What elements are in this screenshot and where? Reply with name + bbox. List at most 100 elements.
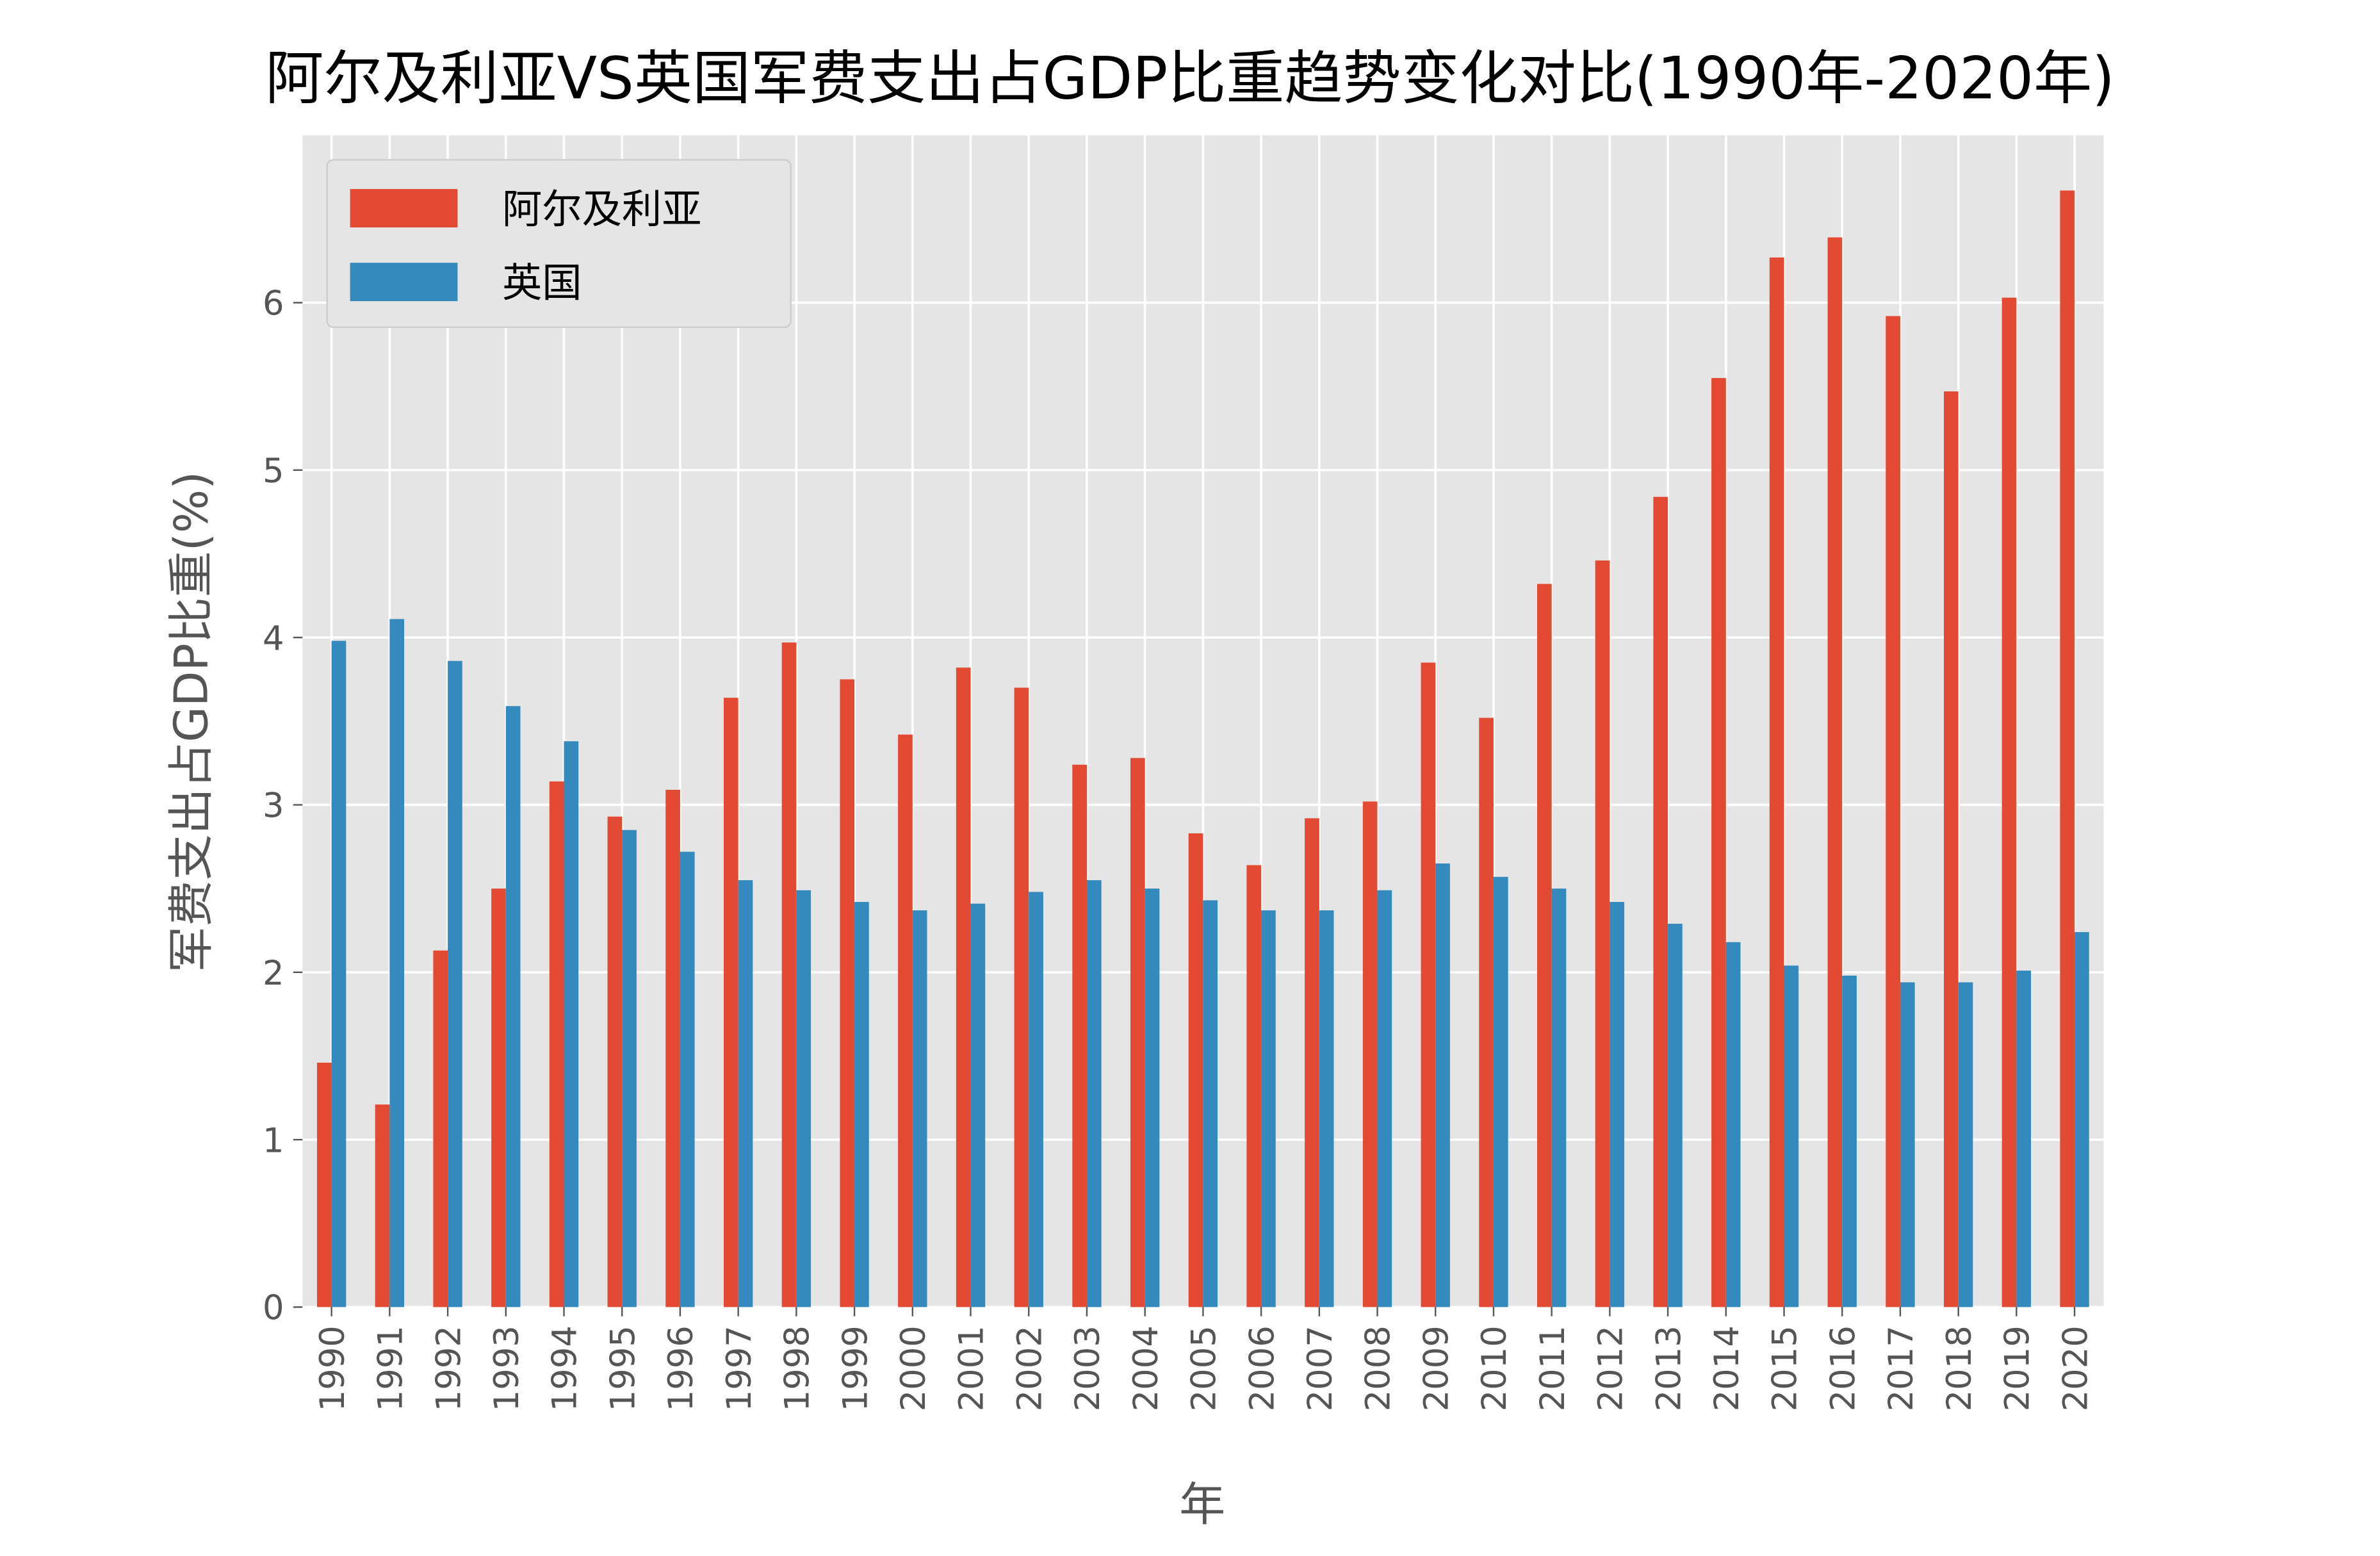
bar-algeria-2007 <box>1305 818 1319 1307</box>
bar-uk-1999 <box>854 902 869 1307</box>
x-tick-label: 1997 <box>720 1325 759 1411</box>
x-tick-label: 2009 <box>1417 1325 1456 1411</box>
bar-uk-2002 <box>1029 892 1043 1307</box>
legend-swatch-algeria <box>350 189 458 228</box>
bar-uk-1997 <box>738 880 753 1307</box>
x-tick-label: 2005 <box>1185 1325 1224 1411</box>
x-tick-label: 1996 <box>662 1325 701 1411</box>
x-tick-label: 2003 <box>1068 1325 1107 1411</box>
bar-algeria-2005 <box>1188 833 1203 1307</box>
x-tick-label: 2011 <box>1533 1325 1572 1411</box>
bar-algeria-2003 <box>1072 764 1087 1307</box>
x-tick-label: 2018 <box>1940 1325 1979 1411</box>
bar-uk-1994 <box>564 741 579 1307</box>
x-tick-label: 2012 <box>1592 1325 1631 1411</box>
y-axis-label: 军费支出占GDP比重(%) <box>165 471 218 972</box>
bar-algeria-2006 <box>1246 865 1262 1307</box>
bar-uk-2000 <box>912 910 927 1307</box>
bar-algeria-1992 <box>433 950 448 1307</box>
bar-uk-2013 <box>1668 923 1683 1307</box>
x-tick-label: 2020 <box>2056 1325 2095 1411</box>
x-tick-label: 1998 <box>778 1325 817 1411</box>
bar-uk-2008 <box>1377 890 1392 1307</box>
x-tick-label: 2019 <box>1998 1325 2037 1411</box>
y-tick-label: 5 <box>263 452 284 491</box>
legend: 阿尔及利亚 英国 <box>326 159 792 329</box>
x-tick-label: 2002 <box>1010 1325 1049 1411</box>
bar-algeria-1997 <box>723 698 738 1307</box>
bar-algeria-2014 <box>1711 378 1726 1307</box>
bar-uk-1991 <box>389 619 405 1307</box>
chart-title: 阿尔及利亚VS英国军费支出占GDP比重趋势变化对比(1990年-2020年) <box>265 45 2114 113</box>
x-tick-label: 2006 <box>1243 1325 1282 1411</box>
bar-uk-2016 <box>1842 975 1857 1307</box>
bar-algeria-2004 <box>1130 758 1145 1307</box>
bar-uk-2009 <box>1435 863 1450 1307</box>
y-tick-label: 3 <box>263 787 284 826</box>
bar-algeria-1995 <box>607 816 623 1307</box>
bar-algeria-2013 <box>1653 496 1668 1307</box>
bar-algeria-1991 <box>375 1104 390 1307</box>
x-tick-label: 2008 <box>1359 1325 1398 1411</box>
bar-algeria-2010 <box>1479 717 1494 1307</box>
x-tick-label: 1995 <box>603 1325 642 1411</box>
bar-uk-2010 <box>1493 876 1508 1307</box>
x-tick-label: 2014 <box>1708 1325 1747 1411</box>
bar-algeria-2000 <box>898 734 913 1307</box>
bar-uk-1990 <box>331 641 346 1307</box>
bar-uk-2011 <box>1551 889 1567 1307</box>
x-tick-label: 1992 <box>429 1325 468 1411</box>
x-tick-label: 1991 <box>371 1325 411 1411</box>
bar-algeria-1994 <box>549 781 564 1307</box>
bar-uk-2004 <box>1145 889 1160 1307</box>
bar-uk-2007 <box>1319 910 1334 1307</box>
y-tick-label: 2 <box>263 954 284 993</box>
x-axis-label: 年 <box>1179 1478 1225 1532</box>
y-tick-label: 6 <box>263 284 284 323</box>
bar-uk-2006 <box>1261 910 1276 1307</box>
bar-algeria-2009 <box>1421 662 1436 1307</box>
x-tick-label: 1994 <box>546 1325 585 1411</box>
bar-algeria-2020 <box>2060 190 2075 1307</box>
x-tick-label: 2016 <box>1823 1325 1862 1411</box>
bar-uk-2014 <box>1725 942 1741 1307</box>
bar-uk-2001 <box>970 903 986 1307</box>
bar-algeria-2001 <box>956 667 971 1307</box>
bar-uk-2015 <box>1784 965 1799 1307</box>
x-tick-label: 2017 <box>1882 1325 1921 1411</box>
bar-algeria-2012 <box>1595 560 1610 1307</box>
x-tick-label: 2013 <box>1649 1325 1688 1411</box>
bar-uk-1998 <box>796 890 811 1307</box>
bar-algeria-2011 <box>1536 584 1552 1307</box>
bar-uk-2017 <box>1900 982 1915 1307</box>
bar-uk-1995 <box>622 830 637 1307</box>
bar-uk-2012 <box>1610 902 1625 1307</box>
bar-uk-2020 <box>2074 932 2089 1307</box>
bar-uk-2018 <box>1958 982 1973 1307</box>
bar-algeria-1990 <box>316 1062 332 1307</box>
bar-algeria-1999 <box>840 679 855 1307</box>
x-tick-label: 2000 <box>894 1325 933 1411</box>
y-tick-label: 1 <box>263 1121 284 1160</box>
bar-algeria-2017 <box>1886 316 1900 1307</box>
x-tick-label: 2015 <box>1766 1325 1805 1411</box>
y-tick-label: 0 <box>263 1289 284 1328</box>
bar-algeria-2016 <box>1827 237 1843 1307</box>
x-tick-label: 2004 <box>1127 1325 1166 1411</box>
x-tick-label: 1990 <box>313 1325 352 1411</box>
bar-algeria-1993 <box>491 889 506 1307</box>
x-tick-label: 2010 <box>1475 1325 1514 1411</box>
x-tick-label: 2007 <box>1301 1325 1340 1411</box>
bar-algeria-2002 <box>1014 687 1029 1307</box>
legend-label-uk: 英国 <box>502 259 582 306</box>
x-tick-label: 2001 <box>952 1325 991 1411</box>
bar-uk-1993 <box>505 706 521 1307</box>
bar-uk-2005 <box>1203 900 1218 1307</box>
legend-label-algeria: 阿尔及利亚 <box>502 186 702 233</box>
bar-algeria-1998 <box>781 642 797 1307</box>
x-tick-label: 1999 <box>836 1325 875 1411</box>
bar-algeria-2015 <box>1769 257 1784 1307</box>
bar-uk-1992 <box>448 660 462 1307</box>
bar-uk-2003 <box>1086 880 1102 1307</box>
bar-uk-1996 <box>680 851 695 1307</box>
